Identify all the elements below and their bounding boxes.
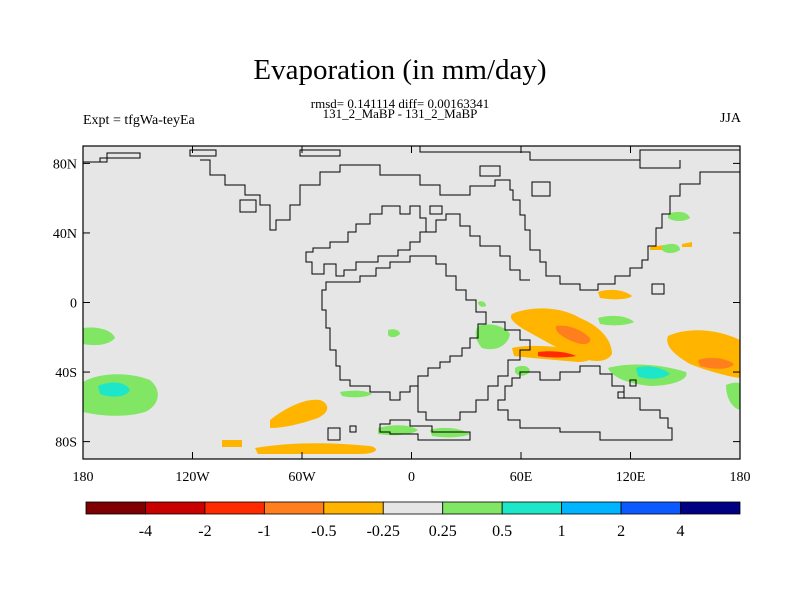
- anomaly-patch-atlantic-small: [388, 329, 400, 338]
- map-background: [83, 146, 740, 459]
- colorbar-swatch: [561, 501, 622, 515]
- x-tick-label: 120W: [175, 470, 210, 485]
- experiment-label: Expt = tfgWa-teyEa: [83, 113, 195, 128]
- anomaly-patch-southern-atlantic: [340, 390, 372, 398]
- anomaly-patch-indian-ocean-core: [555, 325, 591, 345]
- colorbar-label: -0.5: [311, 523, 336, 540]
- colorbar-label: 2: [617, 523, 625, 540]
- x-tick-label: 0: [408, 470, 415, 485]
- colorbar-label: -4: [139, 523, 152, 540]
- y-tick-label: 0: [70, 297, 77, 312]
- comparison-label: 131_2_MaBP - 131_2_MaBP: [322, 106, 478, 121]
- colorbar-label: 4: [677, 523, 685, 540]
- colorbar-swatch: [263, 501, 325, 515]
- anomaly-patch-south-pacific-core: [98, 382, 130, 397]
- y-tick-label: 80S: [55, 436, 77, 451]
- anomaly-patch-equator-east: [598, 289, 632, 300]
- coast-antarctica-west: [379, 419, 471, 441]
- anomaly-patch-southern-ocean-west: [270, 399, 328, 428]
- colorbar: -4 -2 -1 -0.5 -0.25 0.25 0.5 1 2 4: [85, 501, 741, 540]
- colorbar-swatch: [620, 501, 681, 515]
- y-tick-label: 80N: [53, 157, 77, 172]
- season-label: JJA: [719, 111, 741, 126]
- coast-north-america: [200, 159, 740, 291]
- colorbar-label: -1: [258, 523, 271, 540]
- colorbar-swatch: [323, 501, 384, 515]
- y-tick-label: 40N: [53, 227, 77, 242]
- colorbar-swatch: [204, 501, 265, 515]
- coast-australia-antarctica: [497, 365, 673, 441]
- anomaly-patch-small-pacific-2: [682, 242, 692, 247]
- x-tick-label: 120E: [616, 470, 646, 485]
- y-tick-label: 40S: [55, 366, 77, 381]
- anomaly-patch-antarctic-east: [430, 427, 470, 438]
- anomaly-patch-indonesia: [598, 315, 634, 326]
- y-axis: 80N 40N 0 40S 80S: [53, 157, 740, 451]
- coast-africa-east: [417, 321, 531, 421]
- x-tick-label: 60W: [288, 470, 316, 485]
- colorbar-label: -2: [198, 523, 211, 540]
- colorbar-label: 0.5: [492, 523, 512, 540]
- x-tick-label: 180: [730, 470, 751, 485]
- coast-islands: [239, 165, 665, 441]
- anomaly-patch-south-america-east: [478, 301, 486, 307]
- colorbar-swatch: [382, 501, 444, 515]
- colorbar-swatch: [680, 501, 741, 515]
- anomaly-patch-antarctic-small: [222, 440, 242, 447]
- anomaly-patch-north-pacific: [668, 211, 690, 221]
- anomaly-patch-africa-south: [515, 365, 530, 376]
- coast-europe: [305, 205, 427, 277]
- anomaly-patch-north-pacific-2: [662, 243, 680, 253]
- map-title: Evaporation (in mm/day): [253, 54, 547, 86]
- anomaly-patch-small-pacific: [650, 245, 664, 250]
- colorbar-label: 0.25: [429, 523, 457, 540]
- anomaly-patch-pacific-core: [698, 357, 734, 369]
- colorbar-swatch: [501, 501, 563, 515]
- anomaly-patch-tropical-pacific-west: [83, 327, 115, 346]
- coastlines: [83, 146, 740, 441]
- coast-africa-south-america: [321, 255, 487, 401]
- stats-line: rmsd= 0.141114 diff= 0.00163341: [310, 96, 490, 111]
- colorbar-swatch: [442, 501, 503, 515]
- anomaly-patch-southern-ocean-mid: [378, 425, 418, 436]
- anomaly-patch-africa-east: [475, 324, 510, 350]
- anomaly-patch-east-pacific: [726, 382, 740, 410]
- colorbar-label: -0.25: [367, 523, 400, 540]
- x-tick-label: 60E: [510, 470, 533, 485]
- colorbar-label: 1: [558, 523, 566, 540]
- anomaly-patch-indian-southeast-core: [636, 366, 670, 379]
- colorbar-swatch: [85, 501, 146, 515]
- x-axis: 180 120W 60W 0 60E 120E 180: [73, 146, 751, 485]
- anomaly-patch-madagascar-core: [538, 351, 576, 358]
- coast-arctic: [83, 146, 740, 169]
- colorbar-swatch: [145, 501, 206, 515]
- coast-asia-west: [426, 213, 530, 281]
- anomaly-field: [83, 211, 740, 454]
- anomaly-patch-antarctic-strip: [255, 443, 376, 454]
- x-tick-label: 180: [73, 470, 94, 485]
